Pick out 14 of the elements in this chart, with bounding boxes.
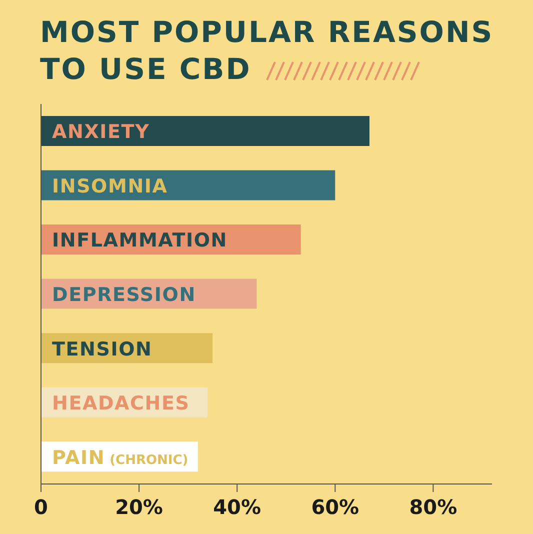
y-tick-label: DEPRESSION: [52, 284, 196, 306]
x-tick-label: 60%: [311, 495, 360, 520]
y-tick-label: INSOMNIA: [52, 175, 168, 198]
y-tick-label: INFLAMMATION: [52, 230, 228, 252]
y-tick-label: PAIN (CHRONIC): [52, 446, 188, 469]
bar: [41, 116, 370, 146]
y-tick-label: TENSION: [52, 338, 152, 360]
y-tick-label: ANXIETY: [52, 121, 150, 144]
x-tick-label: 20%: [115, 495, 163, 520]
x-tick-label: 40%: [213, 495, 262, 520]
y-tick-label: HEADACHES: [52, 392, 190, 415]
chart-title: MOST POPULAR REASONS TO USE CBD: [40, 14, 494, 88]
x-tick-label: 0: [34, 495, 48, 520]
x-tick-label: 80%: [409, 495, 458, 520]
